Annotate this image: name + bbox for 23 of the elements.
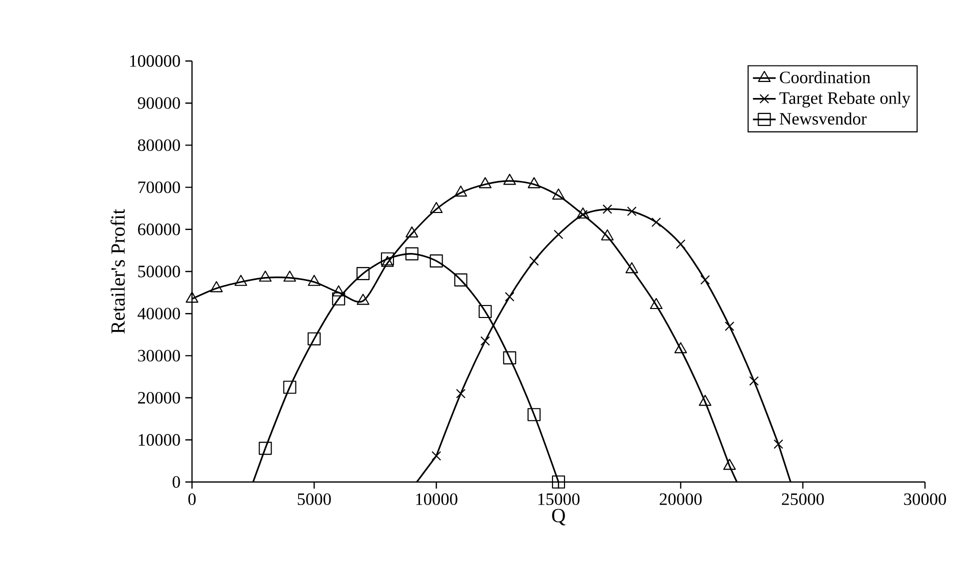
y-axis-title: Retailer's Profit <box>110 208 125 334</box>
x-tick-label: 5000 <box>298 493 331 506</box>
x-tick-label: 15000 <box>538 493 580 506</box>
y-tick-label: 10000 <box>138 434 180 446</box>
y-tick-label: 40000 <box>138 308 180 320</box>
x-tick-label: 10000 <box>416 493 458 506</box>
y-tick-label: 0 <box>172 476 180 488</box>
legend-label: Newsvendor <box>780 112 867 125</box>
y-tick-label: 20000 <box>138 392 180 404</box>
x-tick-label: 25000 <box>782 493 824 506</box>
y-tick-label: 50000 <box>138 266 180 278</box>
x-tick-label: 0 <box>188 493 196 506</box>
x-axis-title: $Q$ <box>552 508 566 526</box>
y-tick-label: 70000 <box>138 181 180 194</box>
y-tick-label: 80000 <box>138 139 180 152</box>
y-tick-label: 100000 <box>130 55 180 67</box>
x-tick-label: 20000 <box>660 493 702 506</box>
y-tick-label: 90000 <box>138 97 180 109</box>
legend-label: Coordination <box>780 71 870 84</box>
y-tick-label: 60000 <box>138 224 180 236</box>
y-tick-label: 30000 <box>138 350 180 362</box>
legend-label: Target Rebate only <box>779 92 910 108</box>
x-tick-label: 30000 <box>904 493 946 506</box>
